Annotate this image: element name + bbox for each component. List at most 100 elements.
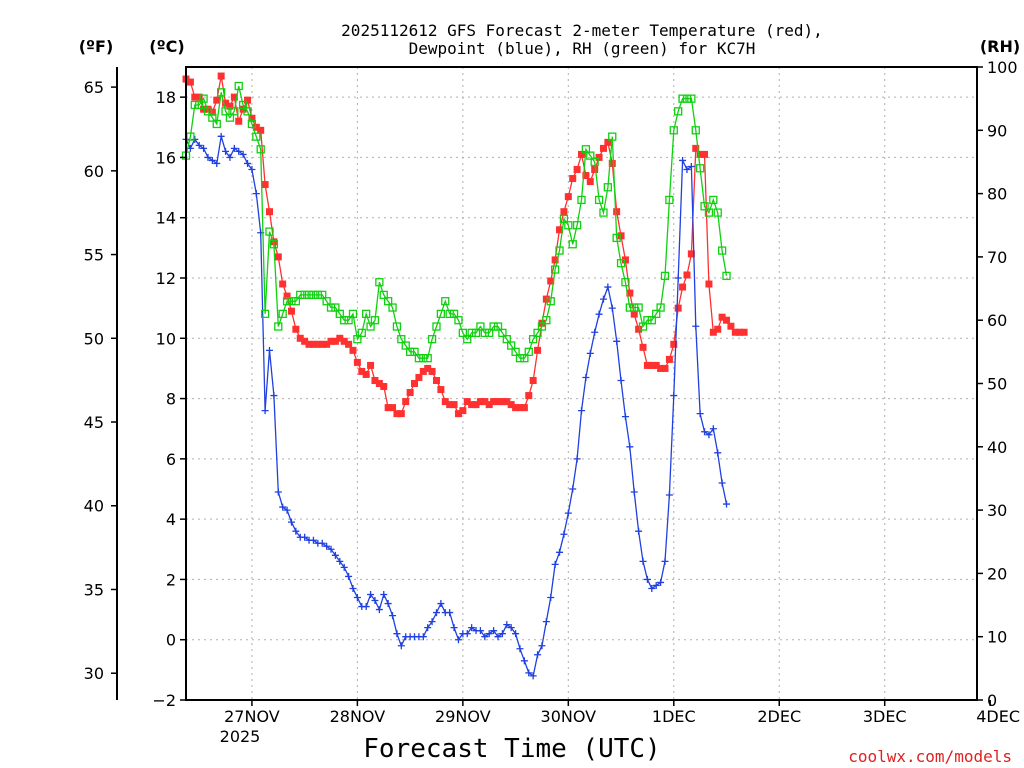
rh-point (638, 322, 648, 331)
temperature-point (270, 238, 278, 246)
dewpoint-point (520, 657, 528, 665)
temperature-point (432, 376, 440, 384)
dewpoint-point (630, 488, 638, 496)
rh-point (669, 126, 678, 135)
x-tick-label: 2DEC (757, 707, 801, 726)
dewpoint-point (437, 600, 445, 608)
rh-point (405, 347, 415, 357)
temperature-point (621, 256, 629, 264)
celsius-tick-label: 4 (166, 510, 176, 529)
temperature-point (503, 398, 511, 406)
series-line-dewpoint (185, 136, 728, 677)
rh-tick-label: 30 (987, 501, 1007, 520)
rh-tick-label: 60 (987, 311, 1007, 330)
dewpoint-point (494, 633, 502, 641)
rh-point (511, 347, 520, 357)
rh-point (265, 227, 274, 236)
temperature-point (274, 253, 282, 261)
x-tick-label: 3DEC (863, 707, 907, 726)
fahrenheit-tick-label: 30 (84, 664, 104, 683)
temperature-point (336, 334, 344, 342)
rh-point (463, 335, 472, 344)
temperature-point (476, 398, 484, 406)
dewpoint-point (367, 591, 375, 598)
temperature-point (547, 277, 555, 285)
rh-tick-label: 0 (987, 691, 997, 710)
rh-point (357, 328, 366, 338)
dewpoint-point (274, 488, 282, 496)
temperature-point (534, 346, 542, 354)
rh-point (445, 309, 454, 319)
temperature-point (472, 401, 480, 409)
dewpoint-point (287, 518, 295, 526)
rh-point (318, 290, 327, 300)
rh-point (414, 354, 424, 363)
rh-tick-label: 10 (987, 628, 1007, 647)
rh-point (282, 297, 292, 306)
rh-point (401, 341, 410, 350)
dewpoint-point (362, 603, 370, 611)
dewpoint-point (217, 132, 225, 140)
rh-point (594, 195, 604, 205)
rh-point (581, 145, 591, 154)
rh-point (709, 195, 718, 205)
celsius-tick-label: 8 (166, 390, 176, 409)
rh-point (630, 303, 639, 312)
temperature-point (195, 93, 203, 101)
rh-point (304, 290, 314, 300)
rh-point (313, 290, 322, 300)
temperature-point (683, 271, 691, 279)
rh-point (616, 259, 626, 268)
temperature-point (657, 364, 665, 372)
celsius-unit-label: (ºC) (149, 37, 184, 56)
rh-point (489, 322, 498, 331)
dewpoint-point (621, 413, 629, 421)
temperature-point (643, 361, 651, 369)
rh-point (660, 271, 670, 281)
temperature-point (582, 172, 590, 180)
x-axis-label: Forecast Time (UTC) (363, 734, 660, 764)
temperature-point (389, 404, 397, 412)
rh-point (590, 157, 599, 167)
temperature-point (200, 105, 208, 113)
temperature-point (230, 93, 238, 101)
rh-point (300, 290, 309, 300)
temperature-point (371, 376, 379, 384)
temperature-point (309, 340, 317, 348)
dewpoint-point (200, 144, 208, 152)
temperature-point (331, 337, 339, 345)
dewpoint-point (613, 337, 621, 345)
temperature-point (661, 364, 669, 372)
dewpoint-point (222, 147, 230, 155)
temperature-point (459, 407, 467, 415)
dewpoint-point (564, 509, 572, 517)
temperature-point (560, 208, 568, 216)
rh-point (322, 297, 331, 306)
dewpoint-point (349, 584, 357, 592)
temperature-point (208, 108, 216, 116)
celsius-tick-label: 14 (156, 209, 176, 228)
rh-point (221, 107, 230, 116)
dewpoint-point (261, 407, 269, 415)
dewpoint-point (648, 584, 656, 592)
rh-point (476, 322, 485, 331)
temperature-point (578, 150, 585, 158)
temperature-point (375, 380, 383, 387)
rh-point (625, 303, 634, 312)
dewpoint-point (591, 328, 599, 336)
dewpoint-point (331, 551, 339, 559)
rh-point (717, 246, 727, 255)
rh-point (252, 132, 261, 141)
temperature-point (345, 340, 353, 348)
rh-point (195, 100, 204, 110)
dewpoint-point (586, 349, 594, 357)
temperature-point (635, 325, 643, 333)
temperature-point (446, 401, 454, 409)
temperature-point (279, 280, 287, 288)
rh-point (326, 303, 336, 312)
dewpoint-point (516, 645, 524, 653)
dewpoint-point (397, 642, 405, 650)
rh-point (234, 81, 243, 91)
temperature-point (512, 404, 520, 412)
